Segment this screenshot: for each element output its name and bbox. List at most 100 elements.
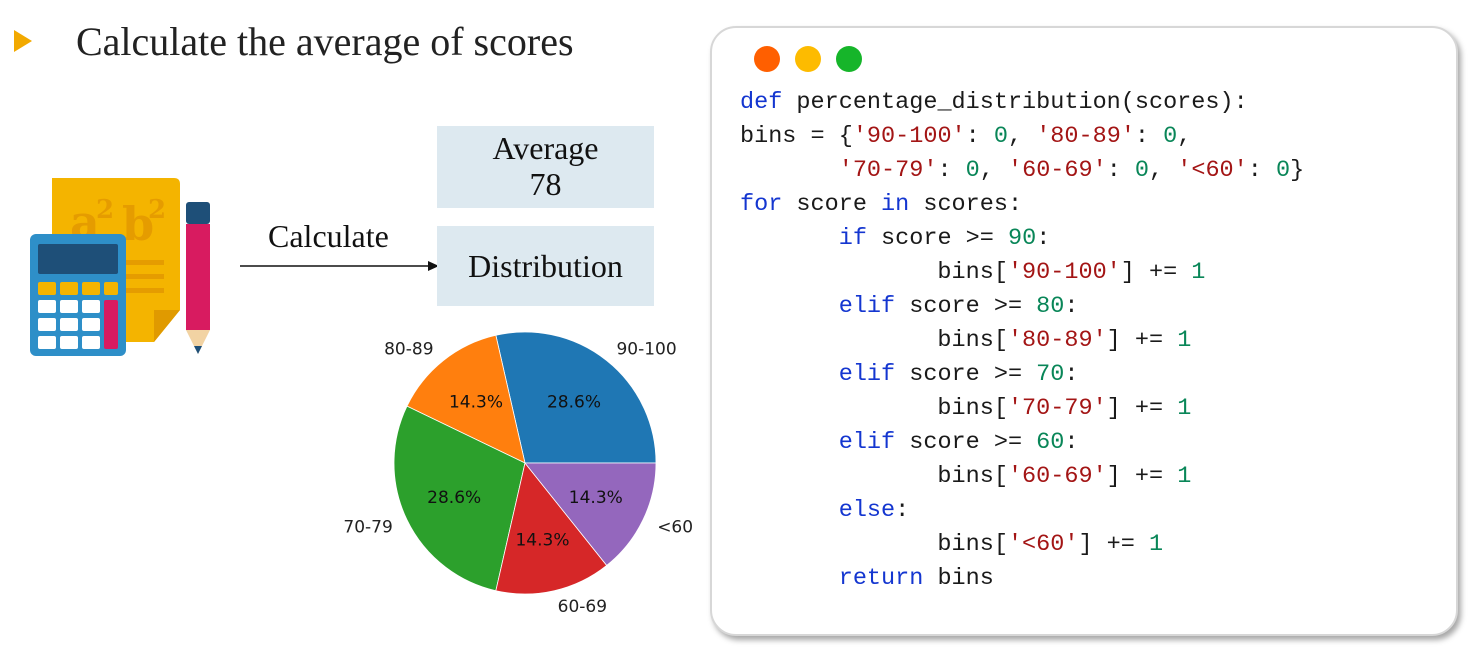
pie-slice bbox=[406, 334, 526, 464]
code-token: scores: bbox=[909, 191, 1023, 218]
code-token: score bbox=[782, 191, 882, 218]
code-token: def bbox=[740, 89, 783, 116]
code-token: return bbox=[838, 565, 924, 592]
code-token: : bbox=[895, 497, 910, 524]
svg-text:2: 2 bbox=[96, 195, 114, 225]
code-line: bins['70-79'] += 1 bbox=[740, 395, 1191, 422]
code-token: , bbox=[1149, 157, 1178, 184]
code-line: else: bbox=[740, 497, 910, 524]
slide-heading: Calculate the average of scores bbox=[14, 14, 574, 68]
code-token: : bbox=[1064, 429, 1079, 456]
code-line: bins['80-89'] += 1 bbox=[740, 327, 1191, 354]
code-token: score >= bbox=[895, 429, 1037, 456]
minimize-dot[interactable] bbox=[795, 46, 821, 72]
code-line: '70-79': 0, '60-69': 0, '<60': 0} bbox=[740, 157, 1304, 184]
code-token: ] += bbox=[1106, 395, 1178, 422]
code-token: bins[ bbox=[740, 531, 1008, 558]
code-token: , bbox=[1007, 123, 1037, 150]
pie-percent-label: 28.6% bbox=[547, 393, 601, 413]
svg-text:b: b bbox=[122, 197, 154, 251]
code-token: 60 bbox=[1036, 429, 1065, 456]
code-token: for bbox=[740, 191, 783, 218]
code-token: score >= bbox=[895, 293, 1037, 320]
pie-percent-label: 28.6% bbox=[427, 488, 481, 508]
code-token: 1 bbox=[1191, 259, 1206, 286]
distribution-title: Distribution bbox=[468, 248, 623, 284]
pie-category-label: 80-89 bbox=[384, 339, 433, 359]
code-token: score >= bbox=[866, 225, 1008, 252]
maximize-dot[interactable] bbox=[836, 46, 862, 72]
code-token bbox=[740, 157, 839, 184]
pie-category-label: <60 bbox=[657, 518, 693, 538]
pie-category-label: 70-79 bbox=[343, 518, 392, 538]
code-token bbox=[740, 429, 839, 456]
code-token: 1 bbox=[1177, 395, 1192, 422]
code-token: : bbox=[1064, 293, 1079, 320]
code-token: bins bbox=[923, 565, 994, 592]
distribution-box: Distribution bbox=[437, 226, 654, 306]
code-token: 0 bbox=[965, 157, 980, 184]
code-token: '70-79' bbox=[838, 157, 938, 184]
pie-category-label: 60-69 bbox=[558, 597, 607, 617]
code-block: def percentage_distribution(scores): bin… bbox=[740, 86, 1304, 596]
pie-category-label: 90-100 bbox=[616, 339, 676, 359]
code-token: 0 bbox=[993, 123, 1008, 150]
code-line: return bins bbox=[740, 565, 994, 592]
pie-percent-label: 14.3% bbox=[515, 531, 569, 551]
code-token bbox=[740, 361, 839, 388]
code-line: bins = {'90-100': 0, '80-89': 0, bbox=[740, 123, 1191, 150]
code-token bbox=[740, 225, 839, 252]
code-token: : bbox=[1106, 157, 1135, 184]
heading-text: Calculate the average of scores bbox=[76, 18, 574, 64]
code-token: } bbox=[1290, 157, 1305, 184]
svg-text:2: 2 bbox=[148, 195, 166, 225]
code-token: percentage_distribution(scores): bbox=[782, 89, 1248, 116]
code-token: 80 bbox=[1036, 293, 1065, 320]
code-line: elif score >= 80: bbox=[740, 293, 1079, 320]
code-line: elif score >= 70: bbox=[740, 361, 1079, 388]
code-token bbox=[740, 497, 839, 524]
average-box: Average 78 bbox=[437, 126, 654, 208]
code-token: '<60' bbox=[1177, 157, 1248, 184]
code-token: elif bbox=[838, 293, 896, 320]
arrowhead-bullet-icon bbox=[14, 30, 32, 52]
code-token: score >= bbox=[895, 361, 1037, 388]
code-token: '60-69' bbox=[1007, 157, 1107, 184]
code-token: '60-69' bbox=[1007, 463, 1107, 490]
code-line: if score >= 90: bbox=[740, 225, 1051, 252]
code-line: bins['90-100'] += 1 bbox=[740, 259, 1205, 286]
code-token: ] += bbox=[1106, 463, 1178, 490]
window-controls bbox=[754, 46, 877, 72]
code-token: bins = { bbox=[740, 123, 853, 150]
pie-slice bbox=[524, 462, 657, 566]
code-token: ] += bbox=[1106, 327, 1178, 354]
code-line: for score in scores: bbox=[740, 191, 1022, 218]
close-dot[interactable] bbox=[754, 46, 780, 72]
code-token: '90-100' bbox=[1007, 259, 1121, 286]
code-token: 1 bbox=[1148, 531, 1164, 558]
code-token: : bbox=[1134, 123, 1164, 150]
code-token: 0 bbox=[1134, 157, 1150, 184]
code-line: bins['60-69'] += 1 bbox=[740, 463, 1191, 490]
code-line: bins['<60'] += 1 bbox=[740, 531, 1163, 558]
code-token: '<60' bbox=[1007, 531, 1079, 558]
code-token bbox=[740, 293, 839, 320]
code-token: in bbox=[881, 191, 910, 218]
code-token: 1 bbox=[1177, 463, 1192, 490]
code-token: else bbox=[838, 497, 896, 524]
distribution-pie-chart: 90-100 28.6% 80-89 14.3% 70-79 28.6% 60-69 14.3… bbox=[343, 331, 693, 617]
code-token: elif bbox=[838, 361, 896, 388]
code-token: ] += bbox=[1120, 259, 1192, 286]
code-token bbox=[740, 565, 839, 592]
code-token: 1 bbox=[1177, 327, 1192, 354]
code-window: def percentage_distribution(scores): bin… bbox=[710, 26, 1458, 636]
pie-percent-label: 14.3% bbox=[569, 488, 623, 508]
code-token: 0 bbox=[1163, 123, 1178, 150]
code-token: bins[ bbox=[740, 395, 1008, 422]
code-line: elif score >= 60: bbox=[740, 429, 1079, 456]
code-token: if bbox=[838, 225, 867, 252]
code-token: bins[ bbox=[740, 259, 1008, 286]
code-token: , bbox=[979, 157, 1008, 184]
code-token: : bbox=[1036, 225, 1051, 252]
average-title: Average bbox=[492, 130, 599, 166]
